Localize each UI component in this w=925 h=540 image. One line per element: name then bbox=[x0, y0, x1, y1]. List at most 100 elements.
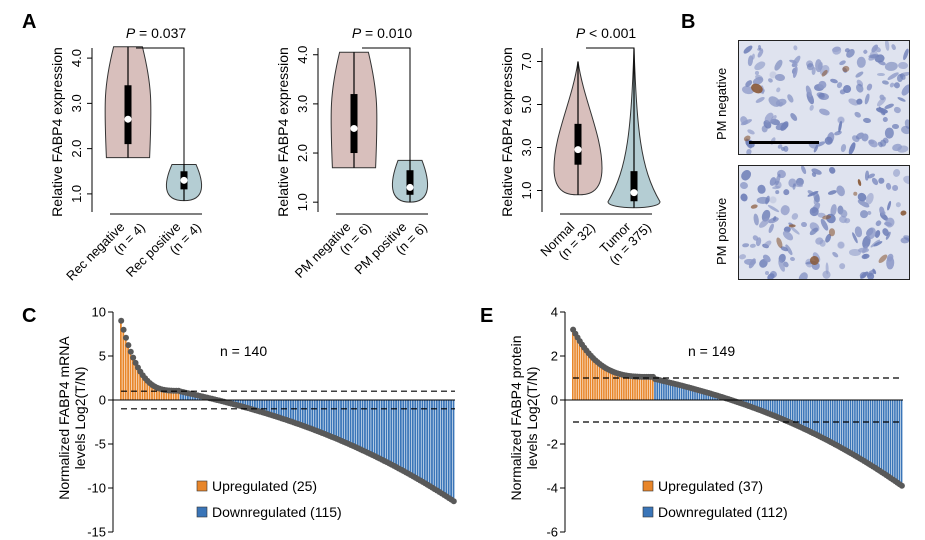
ihc-label-pm-positive: PM positive bbox=[714, 198, 729, 265]
waterfall-bar bbox=[170, 390, 173, 400]
waterfall-bar bbox=[352, 400, 354, 447]
waterfall-bar bbox=[301, 400, 304, 426]
waterfall-bar bbox=[794, 400, 796, 425]
waterfall-bar bbox=[838, 400, 841, 447]
waterfall-bar bbox=[294, 400, 297, 424]
tissue-cell bbox=[829, 78, 839, 85]
waterfall-bar bbox=[244, 400, 247, 408]
waterfall-bar bbox=[373, 400, 376, 457]
waterfall-bar bbox=[285, 400, 287, 420]
waterfall-bar bbox=[364, 400, 366, 452]
waterfall-bar bbox=[289, 400, 292, 422]
waterfall-bar bbox=[366, 400, 369, 453]
waterfall-bar bbox=[680, 385, 683, 400]
waterfall-bar bbox=[760, 400, 763, 411]
waterfall-bar bbox=[428, 400, 431, 487]
tissue-cell bbox=[840, 143, 847, 152]
waterfall-bar bbox=[313, 400, 316, 431]
waterfall-point bbox=[118, 317, 125, 324]
y-tick-label: -4 bbox=[546, 481, 558, 496]
waterfall-bar bbox=[416, 400, 419, 480]
waterfall-bar bbox=[803, 400, 805, 429]
waterfall-bar bbox=[378, 400, 381, 459]
violin-panel-1: 1.0 2.0 3.0 4.0 Relative FABP4 expressionRec… bbox=[49, 25, 204, 283]
tissue-cell bbox=[818, 107, 831, 116]
waterfall-bar bbox=[654, 379, 656, 400]
waterfall-bar bbox=[756, 400, 759, 410]
waterfall-bar bbox=[894, 400, 896, 482]
waterfall-bar bbox=[435, 400, 438, 491]
waterfall-bar bbox=[667, 382, 670, 400]
waterfall-bar bbox=[871, 400, 874, 467]
waterfall-bar bbox=[651, 376, 654, 400]
waterfall-bar bbox=[182, 392, 185, 400]
p-value-label: P = 0.037 bbox=[126, 25, 187, 41]
waterfall-bar bbox=[685, 386, 687, 400]
waterfall-bar bbox=[433, 400, 436, 490]
waterfall-bar bbox=[614, 372, 616, 400]
violin-median-dot bbox=[406, 183, 414, 191]
tissue-cell bbox=[892, 184, 899, 192]
waterfall-bar bbox=[791, 400, 794, 424]
waterfall-bar bbox=[865, 400, 867, 463]
waterfall-bar bbox=[452, 400, 455, 502]
waterfall-bar bbox=[789, 400, 792, 423]
waterfall-bar bbox=[856, 400, 858, 458]
y-tick-label: 4.0 bbox=[69, 49, 84, 67]
waterfall-bar bbox=[318, 400, 321, 433]
waterfall-bar bbox=[605, 368, 607, 400]
tissue-cell bbox=[848, 248, 861, 256]
tissue-cell bbox=[825, 262, 829, 275]
waterfall-bar bbox=[175, 390, 177, 400]
tissue-cell bbox=[750, 204, 759, 211]
scale-bar bbox=[749, 141, 819, 144]
tissue-cell bbox=[865, 83, 873, 92]
waterfall-point bbox=[127, 348, 134, 355]
waterfall-bar bbox=[151, 384, 153, 400]
tissue-cell bbox=[853, 110, 863, 119]
waterfall-bar bbox=[179, 391, 182, 400]
waterfall-bar bbox=[419, 400, 421, 481]
y-axis-label: Normalized FABP4 mRNAlevels Log2(T/N) bbox=[56, 336, 88, 500]
violin-median-dot bbox=[350, 124, 358, 132]
tissue-cell bbox=[779, 204, 791, 218]
waterfall-bar bbox=[270, 400, 273, 416]
waterfall-bar bbox=[585, 350, 587, 400]
waterfall-bar bbox=[671, 383, 674, 400]
waterfall-bar bbox=[388, 400, 390, 464]
panel-label-a: A bbox=[22, 11, 36, 33]
tissue-cell bbox=[789, 112, 799, 123]
waterfall-bar bbox=[572, 329, 574, 400]
tissue-cell bbox=[830, 203, 838, 216]
waterfall-bar bbox=[309, 400, 311, 429]
waterfall-bar bbox=[411, 400, 414, 477]
waterfall-bar bbox=[796, 400, 798, 426]
waterfall-bar bbox=[385, 400, 388, 463]
waterfall-bar bbox=[155, 387, 158, 400]
waterfall-bar bbox=[591, 358, 594, 400]
tissue-cell bbox=[877, 177, 885, 185]
waterfall-bar bbox=[763, 400, 765, 412]
waterfall-bar bbox=[769, 400, 772, 415]
legend-label: Downregulated (112) bbox=[658, 504, 788, 520]
waterfall-bar bbox=[836, 400, 838, 446]
violin-panel-3: 1.0 3.0 5.0 7.0 Relative FABP4 expression Nor… bbox=[499, 25, 661, 268]
tissue-cell bbox=[774, 236, 784, 249]
waterfall-bar bbox=[774, 400, 776, 417]
waterfall-bar bbox=[316, 400, 319, 432]
waterfall-bar bbox=[246, 400, 249, 409]
tissue-cell bbox=[797, 270, 810, 279]
waterfall-bar bbox=[900, 400, 903, 486]
violin-iqr-box bbox=[574, 123, 582, 165]
ihc-label-pm-negative: PM negative bbox=[714, 68, 729, 140]
tissue-cell bbox=[883, 41, 890, 52]
waterfall-bar bbox=[163, 389, 165, 400]
legend-label: Upregulated (37) bbox=[658, 478, 763, 494]
tissue-cell bbox=[834, 184, 847, 198]
waterfall-bar bbox=[891, 400, 894, 480]
tissue-cell bbox=[861, 49, 868, 56]
waterfall-point bbox=[122, 334, 129, 341]
tissue-cell bbox=[831, 250, 840, 259]
tissue-cell bbox=[782, 188, 790, 196]
waterfall-bar bbox=[399, 400, 402, 470]
